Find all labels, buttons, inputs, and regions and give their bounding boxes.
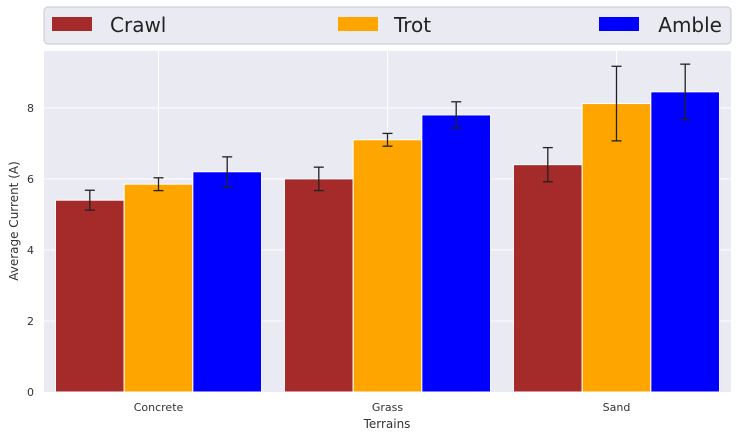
bar-amble-grass [421,114,492,393]
y-tick-label: 6 [27,173,34,186]
bars [54,91,721,393]
legend-swatch-crawl [52,17,92,31]
bar-crawl-sand [512,164,583,393]
bar-amble-concrete [192,171,263,393]
y-tick-label: 0 [27,386,34,399]
legend-label-crawl: Crawl [110,13,166,37]
bar-amble-sand [650,91,721,393]
x-tick-label: Sand [603,401,631,414]
y-tick-label: 4 [27,244,34,257]
bar-trot-grass [352,139,423,393]
y-tick-label: 2 [27,315,34,328]
legend-swatch-trot [338,17,378,31]
x-tick-label: Concrete [134,401,184,414]
y-tick-label: 8 [27,102,34,115]
x-axis-ticks: Concrete Grass Sand [134,401,631,414]
bar-crawl-concrete [54,199,125,393]
y-axis-ticks: 0 2 4 6 8 [27,102,34,399]
bar-trot-sand [581,103,652,393]
legend-swatch-amble [599,17,639,31]
legend-box [43,6,732,45]
x-axis-label: Terrains [363,417,411,431]
legend-label-amble: Amble [658,13,722,37]
error-bars [84,63,691,211]
y-axis-label: Average Current (A) [7,161,21,281]
legend[interactable]: Crawl Trot Amble [43,6,732,45]
x-tick-label: Grass [372,401,404,414]
bar-trot-concrete [123,183,194,393]
legend-label-trot: Trot [393,13,431,37]
bar-crawl-grass [283,178,354,393]
